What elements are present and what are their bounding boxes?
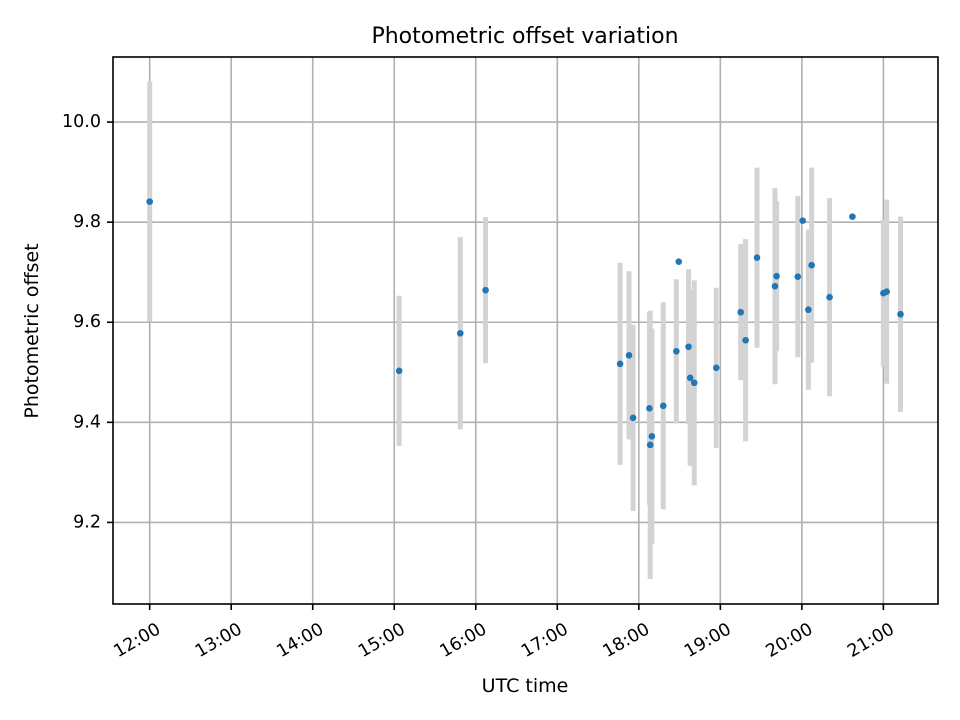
data-point xyxy=(742,336,749,344)
data-point xyxy=(771,282,779,290)
axis-ticks: 12:00 13:00 14:00 15:00 16:00 17:00 18:00 19:00… xyxy=(62,112,898,662)
data-point xyxy=(616,360,624,368)
y-tick-label: 9.2 xyxy=(73,512,101,532)
data-point xyxy=(808,261,815,269)
data-point xyxy=(395,367,403,375)
data-point xyxy=(646,441,654,449)
data-point xyxy=(686,374,694,382)
data-point xyxy=(737,308,745,316)
y-axis-label: Photometric offset xyxy=(21,243,43,418)
data-points xyxy=(146,198,904,449)
data-point xyxy=(673,347,680,355)
data-point xyxy=(146,198,153,205)
data-point xyxy=(690,379,698,387)
y-tick-label: 10.0 xyxy=(62,112,101,132)
y-tick-label: 9.6 xyxy=(73,312,101,332)
data-point xyxy=(482,286,489,294)
data-point xyxy=(712,364,720,372)
data-point xyxy=(659,402,667,410)
x-axis-label: UTC time xyxy=(482,675,569,697)
plot-frame xyxy=(112,56,939,605)
data-point xyxy=(883,288,890,296)
data-point xyxy=(675,258,683,265)
data-point xyxy=(773,272,780,280)
data-point xyxy=(826,293,833,301)
y-tick-label: 9.4 xyxy=(73,412,101,432)
data-point xyxy=(648,433,656,440)
data-point xyxy=(897,310,904,318)
data-point xyxy=(629,414,637,422)
y-tick-label: 9.8 xyxy=(73,212,101,232)
data-point xyxy=(685,343,692,351)
chart-title: Photometric offset variation xyxy=(371,24,678,49)
data-point xyxy=(805,306,812,314)
data-point xyxy=(625,351,633,359)
data-point xyxy=(456,329,464,337)
data-point xyxy=(753,254,761,261)
data-point xyxy=(794,273,802,281)
data-point xyxy=(799,217,806,224)
data-point xyxy=(849,213,856,220)
data-point xyxy=(646,405,653,412)
